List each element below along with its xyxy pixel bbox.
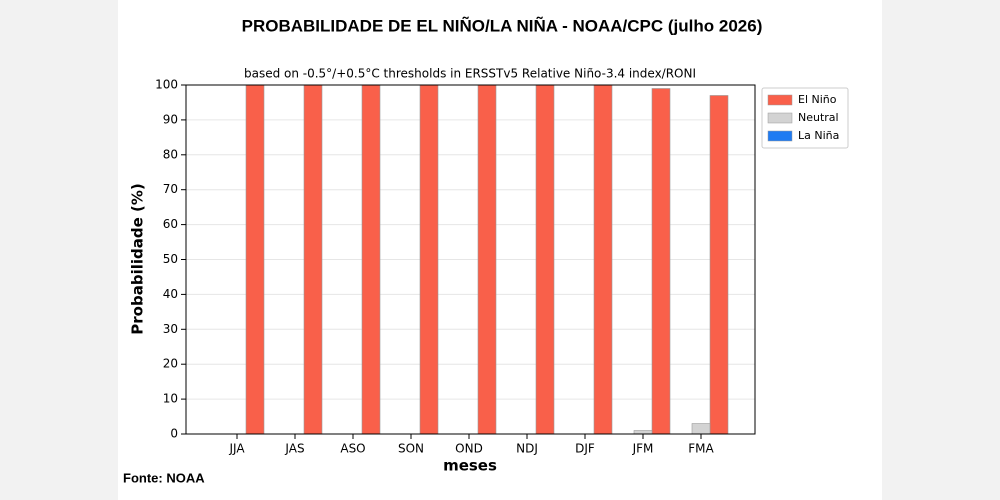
y-tick-label: 60: [163, 217, 178, 231]
x-tick-label: OND: [455, 442, 483, 456]
x-tick-label: FMA: [688, 442, 714, 456]
chart-title: PROBABILIDADE DE EL NIÑO/LA NIÑA - NOAA/…: [242, 15, 763, 35]
legend-label: Neutral: [798, 111, 839, 124]
bar: [535, 84, 555, 435]
x-tick-label: JJA: [228, 442, 245, 456]
bar: [709, 95, 729, 435]
y-tick-label: 20: [163, 357, 178, 371]
legend-swatch: [767, 112, 793, 124]
bar: [633, 430, 653, 435]
y-tick-label: 40: [163, 287, 178, 301]
y-tick-label: 50: [163, 252, 178, 266]
legend-swatch: [767, 130, 793, 142]
blurred-side: [0, 0, 118, 500]
bar: [245, 84, 265, 435]
x-tick-label: NDJ: [516, 442, 538, 456]
bar: [651, 88, 671, 435]
source-note: Fonte: NOAA: [123, 470, 205, 485]
x-tick-label: JFM: [632, 442, 654, 456]
x-tick-label: JAS: [284, 442, 304, 456]
legend-label: El Niño: [798, 93, 837, 106]
bar: [691, 423, 711, 435]
blurred-side: [882, 0, 1000, 500]
y-tick-label: 80: [163, 147, 178, 161]
y-tick-label: 90: [163, 112, 178, 126]
y-tick-label: 30: [163, 322, 178, 336]
x-tick-label: DJF: [575, 442, 595, 456]
y-tick-label: 70: [163, 182, 178, 196]
bar: [477, 84, 497, 435]
plot-frame: [185, 84, 756, 435]
x-axis-label: meses: [443, 457, 497, 475]
chart-subtitle: based on -0.5°/+0.5°C thresholds in ERSS…: [244, 67, 696, 81]
bar: [419, 84, 439, 435]
y-axis-label: Probabilidade (%): [129, 183, 147, 334]
y-tick-label: 0: [170, 427, 178, 441]
legend-swatch: [767, 94, 793, 106]
bar: [303, 84, 323, 435]
y-tick-label: 10: [163, 392, 178, 406]
bar: [361, 84, 381, 435]
bar: [593, 84, 613, 435]
x-tick-label: ASO: [340, 442, 365, 456]
x-tick-label: SON: [398, 442, 424, 456]
legend-label: La Niña: [798, 129, 839, 142]
y-tick-label: 100: [155, 78, 178, 92]
